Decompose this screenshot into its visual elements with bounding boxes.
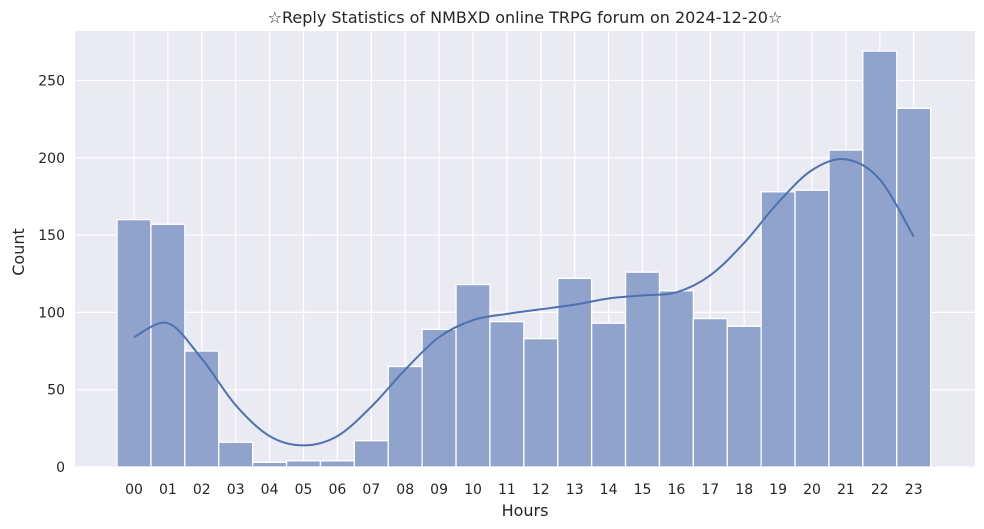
- x-tick-label: 02: [193, 482, 211, 498]
- x-tick-label: 19: [769, 482, 787, 498]
- x-tick-label: 14: [600, 482, 618, 498]
- x-tick-label: 10: [464, 482, 482, 498]
- x-tick-label: 20: [803, 482, 821, 498]
- y-tick-label: 50: [47, 383, 65, 399]
- bar-01: [150, 223, 186, 468]
- bar-05: [285, 460, 322, 468]
- bar-21: [828, 149, 864, 468]
- x-tick-label: 11: [498, 482, 516, 498]
- x-tick-label: 09: [430, 482, 448, 498]
- bar-20: [794, 189, 830, 468]
- bar-22: [862, 50, 898, 468]
- bar-17: [692, 317, 728, 468]
- y-tick-label: 0: [56, 460, 65, 476]
- kde-line: [133, 158, 915, 447]
- bar-18: [726, 325, 762, 468]
- x-tick-label: 16: [667, 482, 685, 498]
- x-tick-label: 00: [125, 482, 143, 498]
- bar-14: [591, 322, 627, 468]
- bar-10: [455, 283, 491, 468]
- x-tick-label: 08: [396, 482, 414, 498]
- x-tick-label: 17: [701, 482, 719, 498]
- bar-06: [319, 460, 356, 468]
- x-tick-label: 22: [871, 482, 889, 498]
- x-tick-label: 06: [328, 482, 346, 498]
- x-tick-label: 21: [837, 482, 855, 498]
- bar-13: [557, 277, 593, 468]
- x-tick-label: 12: [532, 482, 550, 498]
- y-axis-label: Count: [9, 228, 28, 276]
- y-tick-label: 100: [38, 305, 65, 321]
- bar-07: [353, 440, 389, 468]
- bar-09: [421, 328, 457, 468]
- bars: [116, 50, 932, 468]
- y-tick-label: 250: [38, 73, 65, 89]
- y-tick-label: 150: [38, 228, 65, 244]
- y-ticks: 0 50 100 150 200 250: [38, 73, 65, 476]
- bar-16: [658, 290, 695, 468]
- bar-02: [184, 350, 220, 468]
- bar-12: [523, 338, 559, 468]
- x-tick-label: 13: [566, 482, 584, 498]
- x-tick-label: 03: [227, 482, 245, 498]
- x-ticks: 00 01 02 03 04 05 06 07 08 09 10 11 12 13 14 15 16 17 18 19…: [125, 482, 923, 498]
- bar-00: [116, 218, 152, 468]
- x-tick-label: 01: [159, 482, 177, 498]
- y-tick-label: 200: [38, 151, 65, 167]
- bar-15: [624, 271, 661, 468]
- x-tick-label: 04: [261, 482, 279, 498]
- x-tick-label: 18: [735, 482, 753, 498]
- bar-19: [760, 191, 796, 468]
- bar-11: [489, 321, 525, 468]
- x-tick-label: 07: [362, 482, 380, 498]
- x-tick-label: 05: [295, 482, 313, 498]
- chart-title: ☆Reply Statistics of NMBXD online TRPG f…: [268, 8, 783, 27]
- bar-23: [896, 107, 932, 468]
- x-tick-label: 23: [905, 482, 923, 498]
- x-tick-label: 15: [634, 482, 652, 498]
- bar-03: [218, 441, 254, 468]
- x-axis-label: Hours: [502, 501, 549, 520]
- bar-04: [251, 461, 288, 468]
